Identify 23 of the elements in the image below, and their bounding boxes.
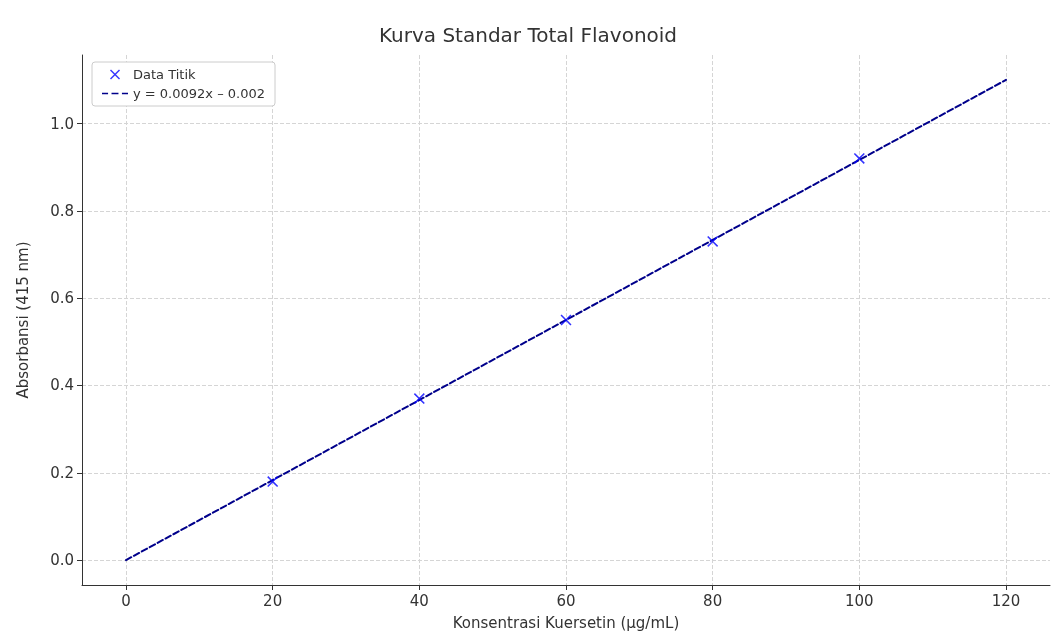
x-tick-label: 120 [991,591,1021,610]
point [853,152,865,164]
x-tick-label: 40 [409,591,429,610]
x-tick-label: 0 [121,591,131,610]
chart-title: Kurva Standar Total Flavonoid [378,23,678,47]
x-tick-label: 80 [703,591,723,610]
legend-label: Data Titik [133,67,197,82]
y-tick-label: 1.0 [50,114,74,133]
y-tick-label: 0.2 [50,463,74,482]
x-tick-label: 20 [263,591,283,610]
point [707,235,719,247]
x-tick-label: 100 [845,591,874,610]
y-tick-label: 0.6 [50,289,74,308]
y-tick-label: 0.0 [50,551,74,570]
y-tick-label: 0.8 [50,201,74,220]
y-axis-title: Absorbansi (415 nm) [13,241,32,399]
point [267,476,279,488]
x-tick-label: 60 [556,591,576,610]
y-tick-label: 0.4 [50,376,74,395]
point [413,393,425,405]
legend-label: y = 0.0092x – 0.002 [133,86,266,101]
point [560,314,572,326]
x-axis-title: Konsentrasi Kuersetin (µg/mL) [452,613,680,632]
